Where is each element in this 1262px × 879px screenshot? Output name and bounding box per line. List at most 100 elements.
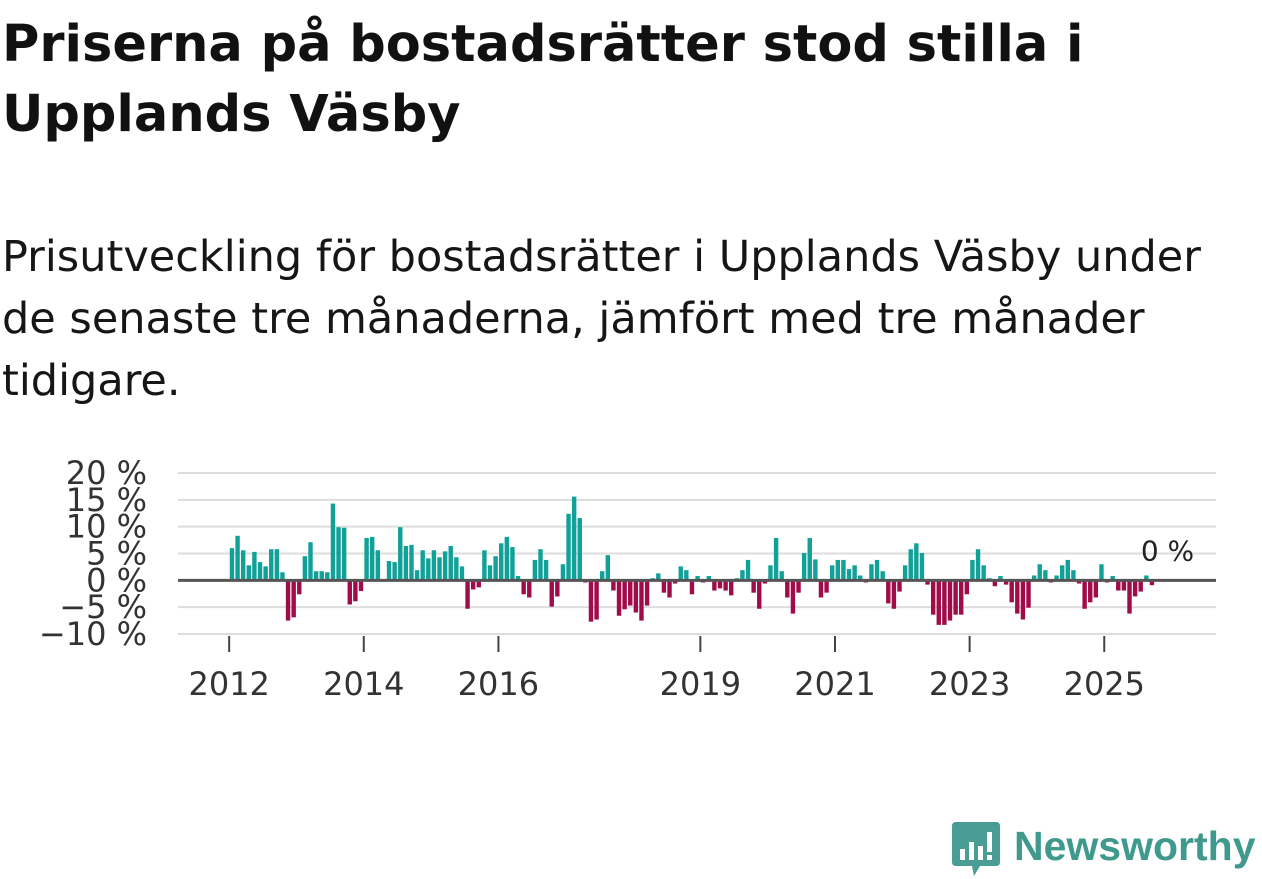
bar-positive [801, 552, 807, 581]
bar-positive [1059, 565, 1065, 581]
bar-negative [762, 580, 768, 584]
bar-positive [482, 550, 487, 581]
bar-negative [628, 580, 633, 606]
bar-positive [779, 571, 784, 581]
bar-positive [577, 518, 582, 581]
bar-positive [308, 542, 313, 581]
bar-positive [532, 559, 538, 581]
last-value-label: 0 % [1141, 534, 1194, 567]
bar-positive [426, 558, 431, 581]
bar-negative [639, 580, 644, 621]
bar-positive [538, 549, 543, 581]
bar-positive [1031, 575, 1037, 581]
bar-positive [768, 565, 773, 581]
bar-negative [285, 580, 291, 621]
bar-negative [667, 580, 672, 598]
bar-negative [712, 580, 717, 591]
bar-positive [656, 573, 661, 581]
bar-negative [465, 580, 470, 609]
bar-positive [269, 549, 274, 581]
bar-chart: 2012 2014 2016 2019 2021 2023 2025 20 %15 %10 … [39, 454, 1216, 703]
bar-positive [246, 565, 251, 581]
newsworthy-logo-icon [952, 822, 1000, 876]
bar-negative [594, 580, 599, 620]
bar-negative [1116, 580, 1121, 591]
bar-negative [588, 580, 594, 622]
bar-positive [835, 559, 841, 581]
x-tick-label: 2025 [1064, 665, 1145, 703]
bar-positive [448, 545, 453, 581]
bar-negative [1076, 580, 1082, 584]
page-title: Priserna på bostadsrätter stod stilla i … [2, 15, 1084, 144]
bar-positive [499, 543, 504, 581]
bar-negative [818, 580, 824, 598]
logo-icon-bar [960, 849, 965, 860]
bar-negative [555, 580, 560, 597]
bar-positive [398, 527, 403, 581]
bar-positive [454, 557, 459, 581]
bar-negative [1020, 580, 1026, 620]
x-axis: 2012 2014 2016 2019 2021 2023 2025 [188, 636, 1145, 703]
bar-positive [240, 550, 246, 581]
bar-positive [908, 549, 913, 581]
bar-positive [341, 527, 347, 581]
bar-negative [1015, 580, 1020, 614]
bar-positive [1037, 564, 1042, 581]
bar-negative [476, 580, 481, 588]
logo-icon-bar [987, 832, 992, 852]
bar-negative [689, 580, 695, 595]
bar-positive [1054, 575, 1059, 581]
bar-positive [745, 559, 751, 581]
y-tick-label: 20 % [66, 454, 147, 492]
bar-positive [229, 548, 235, 581]
bar-negative [1082, 580, 1087, 609]
bar-negative [1138, 580, 1143, 592]
bar-positive [280, 572, 285, 581]
bar-positive [364, 537, 369, 581]
bar-positive [431, 550, 437, 581]
bar-negative [616, 580, 622, 616]
bar-positive [510, 547, 515, 581]
bar-positive [515, 576, 521, 581]
bar-negative [891, 580, 897, 609]
bar-positive [880, 571, 885, 581]
bar-positive [1065, 559, 1070, 581]
y-tick-label: −5 % [59, 588, 147, 626]
bar-positive [566, 513, 571, 581]
bar-negative [644, 580, 650, 606]
bar-negative [347, 580, 352, 605]
bar-negative [633, 580, 639, 613]
bar-negative [672, 580, 678, 584]
bar-positive [252, 551, 257, 581]
bar-negative [936, 580, 941, 625]
bar-positive [487, 565, 493, 581]
bar-negative [992, 580, 998, 587]
logo-icon-bar [969, 842, 974, 860]
bar-positive [1043, 570, 1048, 581]
bar-positive [274, 549, 280, 581]
bar-positive [846, 569, 852, 581]
bar-negative [358, 580, 364, 592]
bar-positive [386, 561, 392, 581]
bar-positive [807, 537, 812, 581]
bar-positive [313, 571, 319, 581]
bar-positive [841, 559, 846, 581]
y-axis: 20 %15 %10 %5 %0 %−5 %−10 % [39, 454, 147, 653]
logo-icon-bubble [952, 822, 1000, 876]
bar-negative [751, 580, 756, 593]
x-tick-label: 2019 [660, 665, 741, 703]
bar-positive [392, 562, 397, 581]
bar-positive [437, 557, 442, 581]
bar-positive [370, 536, 375, 581]
bar-positive [1071, 570, 1076, 581]
bar-negative [1132, 580, 1138, 597]
bar-negative [1009, 580, 1014, 603]
bar-positive [678, 566, 683, 581]
bar-positive [919, 552, 925, 581]
bar-positive [684, 570, 689, 581]
bar-positive [403, 545, 409, 581]
bar-negative [930, 580, 936, 615]
bar-negative [470, 580, 476, 590]
x-tick-label: 2023 [929, 665, 1010, 703]
